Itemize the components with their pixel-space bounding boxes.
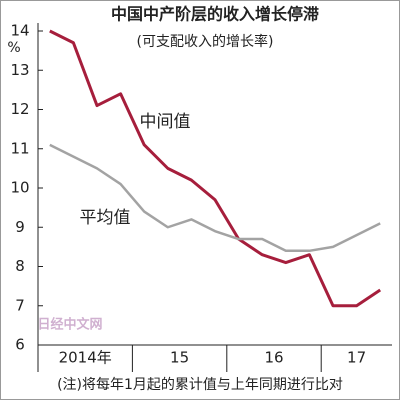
chart-subtitle: (可支配收入的增长率) (137, 33, 274, 50)
y-tick-label: 10 (10, 179, 29, 197)
y-tick-label: 6 (15, 336, 25, 354)
y-tick-label: 14 (10, 22, 29, 40)
y-tick-label: 12 (10, 100, 29, 118)
series-label: 平均值 (80, 208, 131, 228)
y-tick-label: 13 (10, 61, 29, 79)
x-tick-label: 15 (170, 349, 189, 367)
y-tick-label: 11 (10, 139, 29, 157)
series-label: 中间值 (140, 112, 191, 132)
x-tick-label: 2014年 (59, 349, 112, 367)
x-tick-label: 16 (264, 349, 283, 367)
footnote: (注)将每年1月起的累计值与上年同期进行比对 (57, 377, 343, 393)
y-axis-label: % (7, 40, 20, 56)
watermark: 日经中文网 (37, 317, 102, 333)
y-tick-label: 8 (15, 257, 25, 275)
series-line (49, 143, 381, 253)
series-line (49, 29, 382, 308)
chart-title: 中国中产阶层的收入增长停滞 (111, 5, 319, 24)
x-tick-label: 17 (347, 349, 366, 367)
y-tick-label: 7 (15, 296, 25, 314)
y-tick-label: 9 (15, 218, 25, 236)
